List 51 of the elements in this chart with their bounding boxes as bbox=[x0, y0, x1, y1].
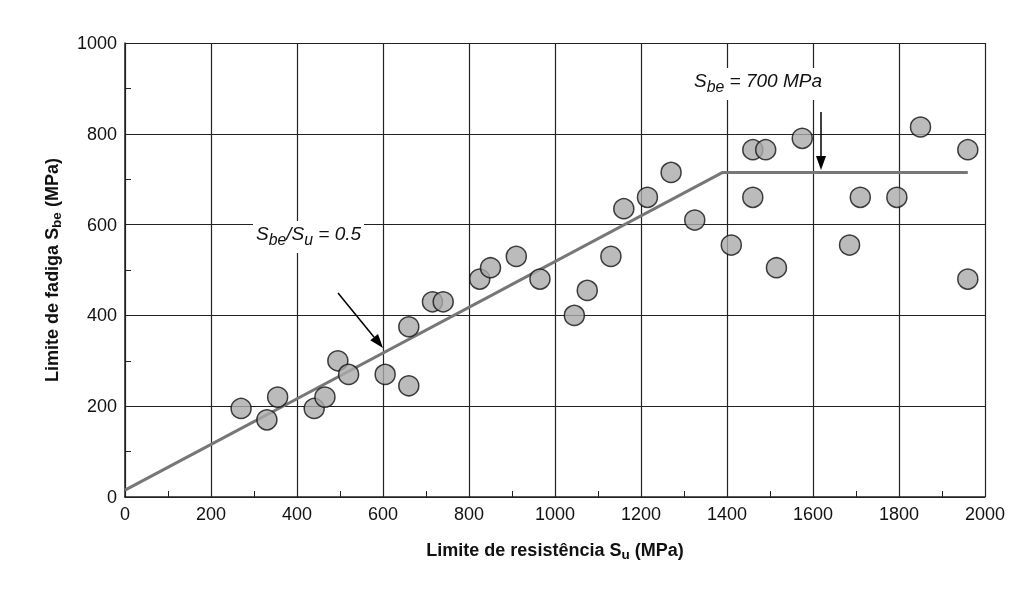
point bbox=[660, 161, 682, 184]
point bbox=[720, 234, 743, 256]
point bbox=[327, 350, 349, 372]
y-tick-label: 400 bbox=[86, 305, 117, 326]
point bbox=[479, 256, 502, 279]
point bbox=[754, 138, 777, 161]
point bbox=[742, 186, 764, 209]
x-tick-label: 0 bbox=[119, 504, 131, 524]
point bbox=[432, 291, 454, 313]
annotation: S$_{be}$ = 700 MPa bbox=[691, 68, 825, 100]
point bbox=[636, 186, 659, 209]
x-tick-label: 600 bbox=[367, 504, 399, 524]
x-tick-label: 1800 bbox=[878, 504, 920, 524]
x-tick-label: 1200 bbox=[620, 504, 662, 524]
point bbox=[505, 245, 528, 268]
point bbox=[398, 375, 420, 397]
y-tick-label: 200 bbox=[86, 396, 117, 417]
point bbox=[563, 304, 586, 327]
point bbox=[849, 186, 872, 209]
point bbox=[957, 138, 979, 161]
point bbox=[886, 186, 908, 209]
point bbox=[398, 316, 420, 338]
point bbox=[600, 245, 622, 268]
point bbox=[957, 268, 979, 290]
x-tick-label: 800 bbox=[453, 504, 485, 524]
y-tick-label: 800 bbox=[86, 123, 117, 144]
point bbox=[374, 363, 396, 386]
point bbox=[838, 234, 861, 256]
annotation: S$_{be}$/S$_{u}$ = 0.5 bbox=[253, 221, 365, 253]
point bbox=[909, 116, 932, 138]
point bbox=[314, 386, 336, 408]
y-tick-label: 0 bbox=[106, 487, 117, 507]
x-tick-label: 400 bbox=[281, 504, 313, 524]
point bbox=[256, 409, 278, 431]
x-tick-label: 200 bbox=[195, 504, 227, 524]
point bbox=[576, 279, 598, 302]
x-tick-label: 1600 bbox=[792, 504, 834, 524]
point bbox=[791, 127, 813, 150]
point bbox=[529, 268, 551, 290]
point bbox=[266, 386, 289, 408]
x-tick-label: 2000 bbox=[964, 504, 1006, 524]
x-tick-label: 1400 bbox=[706, 504, 748, 524]
point bbox=[684, 209, 706, 231]
y-tick-label: 1000 bbox=[76, 33, 117, 53]
point bbox=[337, 363, 360, 386]
x-tick-label: 1000 bbox=[534, 504, 576, 524]
point bbox=[613, 197, 635, 220]
point bbox=[230, 397, 252, 420]
y-axis-title: Limite de fadiga Sbe (MPa) bbox=[41, 158, 64, 382]
point bbox=[765, 256, 788, 279]
y-tick-label: 600 bbox=[86, 214, 117, 235]
